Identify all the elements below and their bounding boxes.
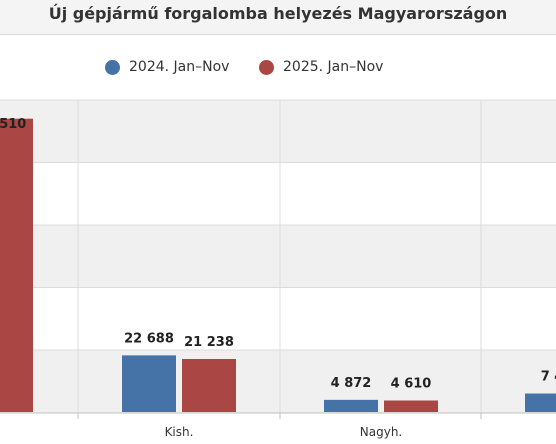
legend-label-2025: 2025. Jan–Nov [283, 59, 384, 75]
x-tick-label: Kish. [165, 425, 194, 439]
data-label: 4 610 [391, 376, 432, 391]
x-tick-label: Nagyh. [360, 425, 402, 439]
title-bar: Új gépjármű forgalomba helyezés Magyaror… [0, 0, 556, 35]
bar-2025 [182, 358, 236, 412]
bar-2025 [0, 118, 33, 412]
legend-item-2025[interactable]: 2025. Jan–Nov [259, 56, 383, 78]
data-label: 7 510 [0, 117, 26, 132]
plot-band [0, 100, 556, 163]
legend-item-2024[interactable]: 2024. Jan–Nov [105, 56, 229, 78]
chart-title: Új gépjármű forgalomba helyezés Magyaror… [48, 4, 508, 23]
data-label: 21 238 [184, 335, 234, 350]
legend-label-2024: 2024. Jan–Nov [129, 59, 230, 75]
bar-2025 [384, 400, 438, 412]
data-label: 4 872 [331, 376, 372, 391]
bar-2024 [122, 355, 176, 412]
plot-band [0, 162, 556, 225]
data-label: 7 4 [541, 370, 556, 385]
legend-marker-2024 [105, 59, 120, 75]
plot-band [0, 225, 556, 288]
bar-2024 [525, 393, 556, 412]
plot-band [0, 350, 556, 413]
legend: 2024. Jan–Nov 2025. Jan–Nov [0, 56, 556, 78]
legend-marker-2025 [259, 59, 274, 75]
bar-2024 [324, 399, 378, 412]
plot-band [0, 287, 556, 350]
data-label: 22 688 [124, 331, 174, 346]
